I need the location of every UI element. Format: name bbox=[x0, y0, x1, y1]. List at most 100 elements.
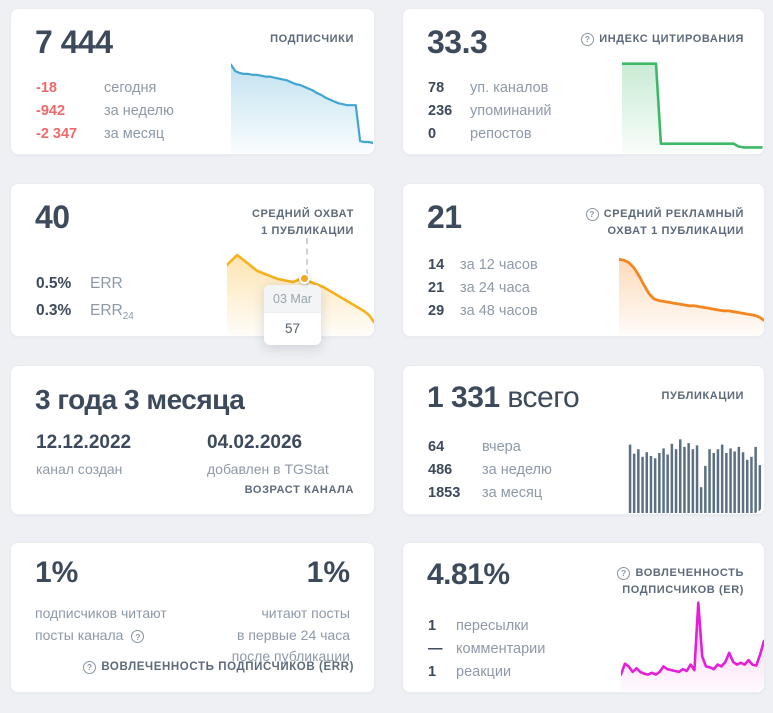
card-title-text: ВОЗРАСТ КАНАЛА bbox=[244, 483, 354, 496]
er-sparkline-chart[interactable] bbox=[621, 600, 764, 691]
stat-label: за месяц bbox=[482, 485, 543, 501]
stat-row-err24: 0.3% ERR24 bbox=[36, 297, 134, 330]
stat-value: 21 bbox=[428, 280, 445, 296]
publications-total-number: 1 331 bbox=[427, 381, 500, 414]
average-reach-value: 40 bbox=[35, 199, 70, 235]
er-percent: 4.81% bbox=[427, 558, 510, 591]
stat-value: 1 bbox=[428, 618, 437, 634]
er-card-title: ? ВОВЛЕЧЕННОСТЬ ПОДПИСЧИКОВ (ER) bbox=[617, 565, 744, 599]
stat-label: за месяц bbox=[104, 126, 165, 142]
card-title-text: ВОВЛЕЧЕННОСТЬ ПОДПИСЧИКОВ (ERR) bbox=[101, 661, 354, 674]
channel-created-block: 12.12.2022 канал создан bbox=[36, 432, 131, 477]
ad-reach-sparkline-chart[interactable] bbox=[619, 249, 764, 335]
average-ad-reach-card-title: ? СРЕДНИЙ РЕКЛАМНЫЙ ОХВАТ 1 ПУБЛИКАЦИИ bbox=[585, 206, 744, 240]
subscribers-card-title: ПОДПИСЧИКИ bbox=[270, 31, 354, 48]
stat-row-forwards: 1 пересылки bbox=[428, 615, 545, 638]
stat-row-week: -942 за неделю bbox=[36, 100, 174, 123]
err-read-24h-label-line1: читают посты bbox=[261, 605, 351, 621]
stat-row-channels: 78 уп. каналов bbox=[428, 77, 552, 100]
stat-value: 0.3% bbox=[36, 302, 72, 319]
stat-value: 0 bbox=[428, 126, 437, 142]
err-read-24h-percent: 1% bbox=[306, 556, 350, 589]
stat-row-yesterday: 64 вчера bbox=[428, 436, 552, 459]
citation-sparkline-chart[interactable] bbox=[622, 60, 763, 153]
stat-value: -2 347 bbox=[36, 126, 78, 142]
stat-label-text: ERR bbox=[90, 275, 123, 292]
help-icon[interactable]: ? bbox=[83, 660, 97, 674]
err-read-label: подписчиков читают посты канала ? bbox=[35, 603, 167, 646]
stat-label: ERR bbox=[90, 270, 123, 297]
stat-value: 78 bbox=[428, 80, 445, 96]
channel-created-label: канал создан bbox=[36, 461, 123, 477]
citation-index-value: 33.3 bbox=[427, 24, 488, 60]
card-title-line1: ? СРЕДНИЙ РЕКЛАМНЫЙ bbox=[585, 206, 744, 223]
stat-label: за 12 часов bbox=[460, 257, 538, 273]
publications-card: 1 331 всего ПУБЛИКАЦИИ 64 вчера 486 за н… bbox=[402, 365, 765, 515]
citation-index-card: 33.3 ? ИНДЕКС ЦИТИРОВАНИЯ 78 уп. каналов … bbox=[402, 8, 765, 155]
stat-row-comments: — комментарии bbox=[428, 638, 545, 661]
average-ad-reach-stats: 14 за 12 часов 21 за 24 часа 29 за 48 ча… bbox=[428, 254, 538, 323]
stat-label: уп. каналов bbox=[470, 80, 549, 96]
average-reach-stats: 0.5% ERR 0.3% ERR24 bbox=[36, 270, 134, 330]
channel-added-block: 04.02.2026 добавлен в TGStat bbox=[207, 432, 329, 477]
card-title-text: ИНДЕКС ЦИТИРОВАНИЯ bbox=[599, 33, 744, 45]
card-title-line2: ОХВАТ 1 ПУБЛИКАЦИИ bbox=[607, 225, 744, 238]
stat-row-12h: 14 за 12 часов bbox=[428, 254, 538, 277]
card-title-line1: ? ВОВЛЕЧЕННОСТЬ bbox=[617, 565, 744, 582]
stat-value: 236 bbox=[428, 103, 453, 119]
err-card-title: ? ВОВЛЕЧЕННОСТЬ ПОДПИСЧИКОВ (ERR) bbox=[83, 659, 354, 677]
stat-label: за 48 часов bbox=[460, 303, 538, 319]
stat-value: 14 bbox=[428, 257, 445, 273]
citation-card-title: ? ИНДЕКС ЦИТИРОВАНИЯ bbox=[581, 31, 744, 48]
stat-label: вчера bbox=[482, 439, 521, 455]
publications-bar-chart[interactable] bbox=[628, 437, 762, 513]
publications-total-suffix: всего bbox=[499, 381, 580, 414]
stat-value: 1 bbox=[428, 664, 437, 680]
stat-row-err: 0.5% ERR bbox=[36, 270, 134, 297]
card-title-line2: ПОДПИСЧИКОВ (ER) bbox=[622, 584, 744, 597]
stat-label: репостов bbox=[470, 126, 532, 142]
stat-label-subscript: 24 bbox=[122, 311, 134, 323]
subscriber-engagement-err-card: 1% 1% подписчиков читают посты канала ? … bbox=[10, 542, 375, 693]
publications-total: 1 331 всего bbox=[427, 381, 580, 415]
subscribers-card: 7 444 ПОДПИСЧИКИ -18 сегодня -942 за нед… bbox=[10, 8, 375, 155]
stat-row-24h: 21 за 24 часа bbox=[428, 277, 538, 300]
err-read-24h-label: читают посты в первые 24 часа после публ… bbox=[232, 603, 350, 668]
channel-age-card-title: ВОЗРАСТ КАНАЛА bbox=[245, 482, 354, 499]
stat-row-48h: 29 за 48 часов bbox=[428, 300, 538, 323]
subscribers-stats: -18 сегодня -942 за неделю -2 347 за мес… bbox=[36, 77, 174, 146]
publications-stats: 64 вчера 486 за неделю 1853 за месяц bbox=[428, 436, 552, 505]
help-icon[interactable]: ? bbox=[585, 207, 599, 221]
stat-value: 29 bbox=[428, 303, 445, 319]
card-title-line2: 1 ПУБЛИКАЦИИ bbox=[261, 225, 354, 238]
stat-value: -942 bbox=[36, 103, 66, 119]
err-read-24h-label-line2: в первые 24 часа bbox=[237, 626, 350, 643]
stat-row-mentions: 236 упоминаний bbox=[428, 100, 552, 123]
stat-label: сегодня bbox=[104, 80, 157, 96]
err-read-label-line1: подписчиков читают bbox=[35, 605, 167, 621]
average-reach-card: 40 СРЕДНИЙ ОХВАТ 1 ПУБЛИКАЦИИ 0.5% ERR 0… bbox=[10, 183, 375, 345]
stat-row-today: -18 сегодня bbox=[36, 77, 174, 100]
help-icon[interactable]: ? bbox=[581, 32, 595, 46]
average-ad-reach-card: 21 ? СРЕДНИЙ РЕКЛАМНЫЙ ОХВАТ 1 ПУБЛИКАЦИИ… bbox=[402, 183, 765, 337]
stat-row-month: -2 347 за месяц bbox=[36, 123, 174, 146]
subscribers-sparkline-chart[interactable] bbox=[231, 61, 373, 153]
stat-value: -18 bbox=[36, 80, 57, 96]
subscriber-engagement-er-card: 4.81% ? ВОВЛЕЧЕННОСТЬ ПОДПИСЧИКОВ (ER) 1 … bbox=[402, 542, 765, 693]
citation-stats: 78 уп. каналов 236 упоминаний 0 репостов bbox=[428, 77, 552, 146]
average-ad-reach-value: 21 bbox=[427, 199, 462, 235]
help-icon[interactable]: ? bbox=[131, 630, 145, 644]
card-title-text: СРЕДНИЙ РЕКЛАМНЫЙ bbox=[603, 208, 744, 220]
help-icon[interactable]: ? bbox=[617, 566, 631, 580]
chart-tooltip: 03 Mar 57 bbox=[264, 285, 321, 345]
err-read-label-text: посты канала bbox=[35, 626, 124, 643]
stat-label-text: ERR bbox=[90, 302, 123, 319]
subscribers-count: 7 444 bbox=[35, 24, 113, 60]
channel-added-date: 04.02.2026 bbox=[207, 432, 303, 453]
er-stats: 1 пересылки — комментарии 1 реакции bbox=[428, 615, 545, 684]
average-reach-card-title: СРЕДНИЙ ОХВАТ 1 ПУБЛИКАЦИИ bbox=[252, 206, 354, 240]
stat-value: 0.5% bbox=[36, 275, 72, 292]
channel-age-card: 3 года 3 месяца 12.12.2022 канал создан … bbox=[10, 365, 375, 515]
err-read-24h-label-line3: после публикации bbox=[231, 648, 350, 665]
stat-value: 486 bbox=[428, 462, 453, 478]
